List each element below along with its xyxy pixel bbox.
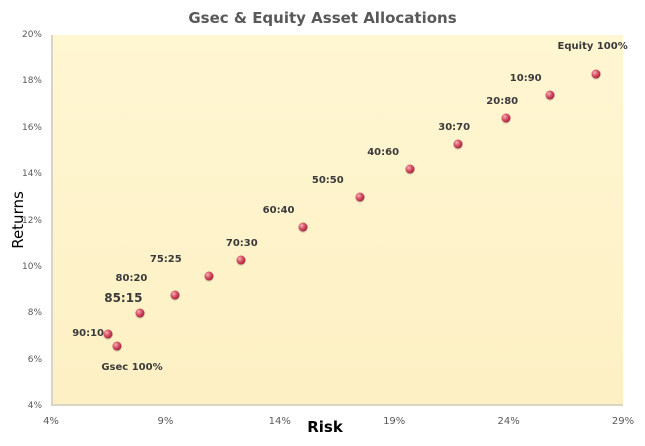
data-point-label: 20:80 <box>486 96 519 108</box>
y-tick-label: 10% <box>21 261 42 272</box>
y-tick-label: 18% <box>21 76 42 87</box>
data-point-marker <box>170 290 180 300</box>
data-point-marker <box>501 113 511 123</box>
x-tick-label: 4% <box>43 416 59 427</box>
data-point-label: Gsec 100% <box>101 361 163 373</box>
data-point-marker <box>591 69 601 79</box>
data-point-marker <box>545 90 555 100</box>
y-tick-label: 6% <box>27 354 42 365</box>
x-tick-label: 29% <box>611 416 635 427</box>
x-tick-label: 24% <box>497 416 520 427</box>
data-point-marker <box>453 139 463 149</box>
x-axis-label: Risk <box>307 418 343 436</box>
data-point-marker <box>112 341 122 351</box>
data-point-label: 50:50 <box>311 175 344 187</box>
data-point-label: 30:70 <box>438 121 471 133</box>
chart-title: Gsec & Equity Asset Allocations <box>188 9 457 27</box>
plot-area <box>51 35 623 406</box>
data-point-label: 60:40 <box>262 205 295 217</box>
data-point-label: 80:20 <box>115 272 148 284</box>
data-point-marker <box>204 271 214 281</box>
y-tick-label: 12% <box>21 215 42 226</box>
data-point-label: 90:10 <box>72 328 105 340</box>
y-tick-label: 16% <box>21 122 42 133</box>
y-tick-label: 14% <box>21 169 42 180</box>
data-point-marker <box>135 308 145 318</box>
x-tick-label: 14% <box>268 416 291 427</box>
x-tick-label: 19% <box>383 416 406 427</box>
data-point-label: 40:60 <box>367 147 400 159</box>
y-tick-label: 8% <box>27 308 42 319</box>
x-tick-label: 9% <box>157 416 174 427</box>
data-point-label: 70:30 <box>225 237 258 249</box>
data-point-label: Equity 100% <box>557 41 628 53</box>
data-point-marker <box>355 192 365 202</box>
data-point-label: 10:90 <box>509 73 542 85</box>
data-point-marker <box>298 222 308 232</box>
data-point-marker <box>103 329 113 339</box>
data-point-label: 75:25 <box>149 254 182 266</box>
data-point-marker <box>405 164 415 174</box>
data-point-marker <box>236 255 246 265</box>
data-point-label: 85:15 <box>104 291 143 306</box>
y-tick-label: 4% <box>27 401 42 411</box>
y-tick-label: 20% <box>21 30 42 40</box>
